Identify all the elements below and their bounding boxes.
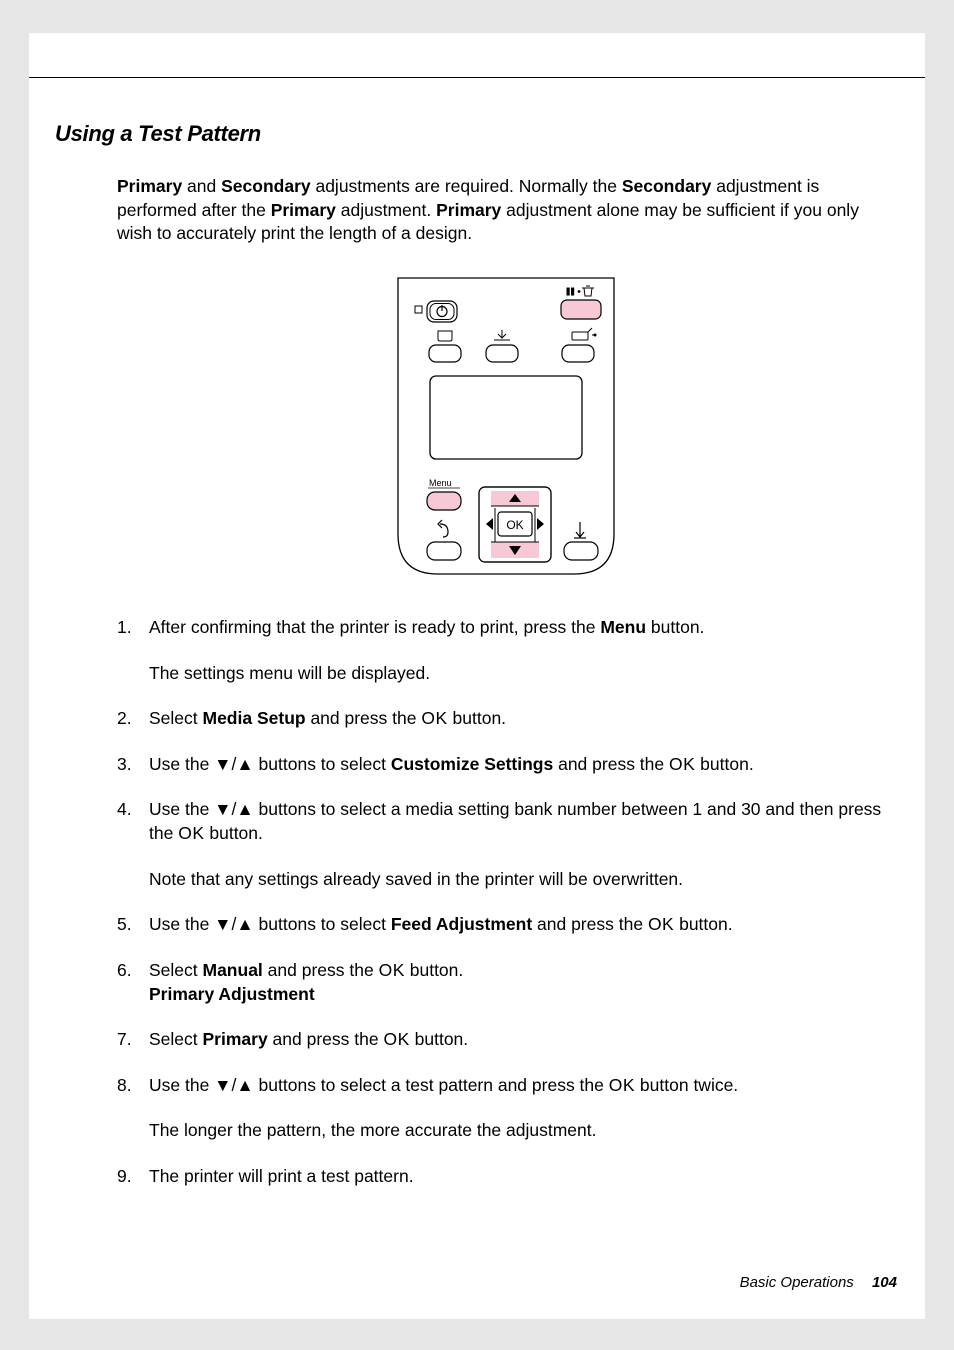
control-panel-svg: Menu [394, 274, 618, 580]
step-bold: Feed Adjustment [391, 914, 532, 934]
step-text: The printer will print a test pattern. [149, 1166, 414, 1186]
step-3: 3. Use the ▼/▲ buttons to select Customi… [117, 753, 894, 777]
intro-bold-5: Primary [436, 200, 501, 220]
content-area: Using a Test Pattern Primary and Seconda… [55, 121, 899, 1211]
step-text: and press the [268, 1029, 384, 1049]
step-5: 5. Use the ▼/▲ buttons to select Feed Ad… [117, 913, 894, 937]
step-text: and press the [532, 914, 648, 934]
control-panel-figure: Menu [117, 274, 894, 580]
step-text: and press the [306, 708, 422, 728]
footer-page-number: 104 [872, 1274, 897, 1291]
step-1: 1. After confirming that the printer is … [117, 616, 894, 685]
step-text: button twice. [635, 1075, 738, 1095]
step-7: 7. Select Primary and press the OK butto… [117, 1028, 894, 1052]
step-4: 4. Use the ▼/▲ buttons to select a media… [117, 798, 894, 891]
body-text: Primary and Secondary adjustments are re… [117, 175, 894, 1189]
intro-bold-3: Secondary [622, 176, 711, 196]
intro-text-1: and [182, 176, 221, 196]
panel-ok-label: OK [506, 518, 523, 532]
page-container: Using a Test Pattern Primary and Seconda… [0, 0, 954, 1350]
step-text: Use the ▼/▲ buttons to select [149, 914, 391, 934]
step-text: button. [674, 914, 732, 934]
step-text: button. [205, 823, 263, 843]
step-number: 9. [117, 1165, 132, 1189]
step-text: and press the [553, 754, 669, 774]
step-text: After confirming that the printer is rea… [149, 617, 600, 637]
step-text: Select [149, 1029, 203, 1049]
page-inner: Using a Test Pattern Primary and Seconda… [28, 32, 926, 1320]
ok-text: OK [609, 1075, 635, 1095]
footer-label: Basic Operations [740, 1274, 854, 1291]
step-bold: Media Setup [203, 708, 306, 728]
ok-text: OK [648, 914, 674, 934]
step-bold: Primary [203, 1029, 268, 1049]
ok-text: OK [379, 960, 405, 980]
header-rule [29, 77, 925, 78]
ok-text: OK [421, 708, 447, 728]
step-number: 7. [117, 1028, 132, 1052]
step-text: button. [448, 708, 506, 728]
intro-bold-4: Primary [271, 200, 336, 220]
step-text: Select [149, 960, 203, 980]
step-subtext: The settings menu will be displayed. [149, 662, 894, 686]
step-9: 9. The printer will print a test pattern… [117, 1165, 894, 1189]
ok-text: OK [669, 754, 695, 774]
step-8: 8. Use the ▼/▲ buttons to select a test … [117, 1074, 894, 1143]
intro-bold-1: Primary [117, 176, 182, 196]
step-bold: Manual [203, 960, 263, 980]
step-text: and press the [263, 960, 379, 980]
intro-text-4: adjustment. [336, 200, 436, 220]
step-6: 6. Select Manual and press the OK button… [117, 959, 894, 1006]
step-bold: Menu [600, 617, 646, 637]
step-number: 1. [117, 616, 132, 640]
ok-text: OK [178, 823, 204, 843]
step-number: 8. [117, 1074, 132, 1098]
step-number: 3. [117, 753, 132, 777]
primary-adjustment-heading: Primary Adjustment [149, 983, 894, 1007]
intro-paragraph: Primary and Secondary adjustments are re… [117, 175, 894, 246]
step-text: Use the ▼/▲ buttons to select a test pat… [149, 1075, 609, 1095]
ok-text: OK [383, 1029, 409, 1049]
panel-menu-label: Menu [429, 478, 452, 488]
step-2: 2. Select Media Setup and press the OK b… [117, 707, 894, 731]
step-text: button. [695, 754, 753, 774]
step-number: 2. [117, 707, 132, 731]
step-text: Use the ▼/▲ buttons to select [149, 754, 391, 774]
intro-bold-2: Secondary [221, 176, 310, 196]
step-subtext: Note that any settings already saved in … [149, 868, 894, 892]
step-number: 4. [117, 798, 132, 822]
step-number: 6. [117, 959, 132, 983]
step-bold: Customize Settings [391, 754, 553, 774]
step-text: button. [646, 617, 704, 637]
step-number: 5. [117, 913, 132, 937]
section-heading: Using a Test Pattern [55, 121, 899, 147]
step-text: button. [410, 1029, 468, 1049]
step-text: Select [149, 708, 203, 728]
step-subtext: The longer the pattern, the more accurat… [149, 1119, 894, 1143]
step-text: button. [405, 960, 463, 980]
intro-text-2: adjustments are required. Normally the [311, 176, 622, 196]
page-footer: Basic Operations 104 [740, 1274, 897, 1291]
steps-list: 1. After confirming that the printer is … [117, 616, 894, 1189]
